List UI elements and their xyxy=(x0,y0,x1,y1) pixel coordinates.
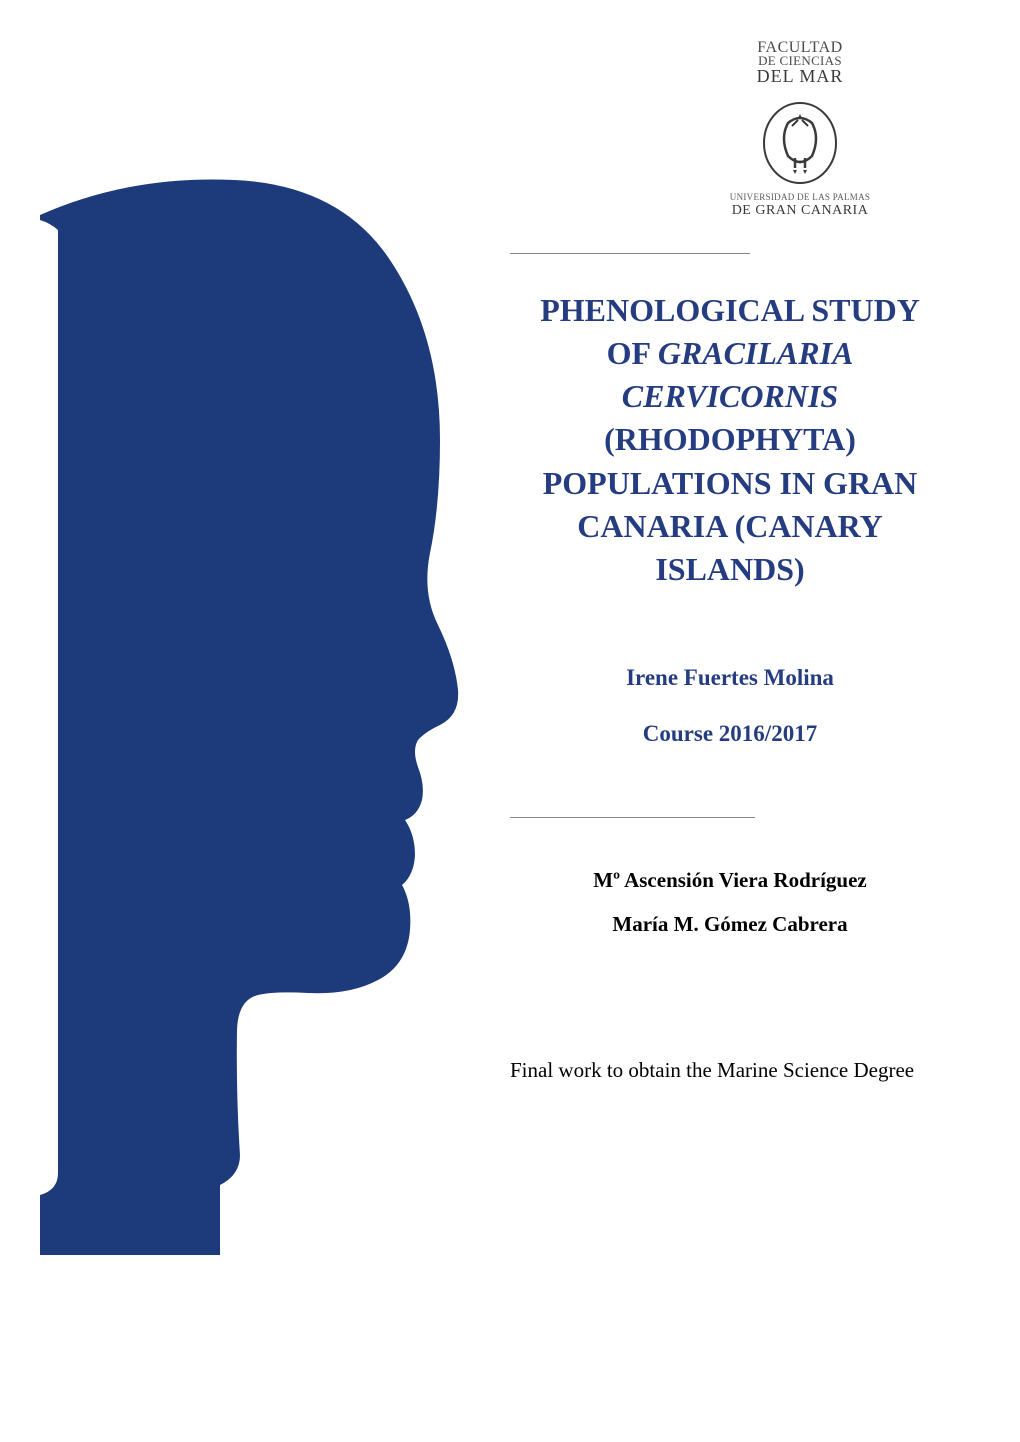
document-title: PHENOLOGICAL STUDY OF GRACILARIA CERVICO… xyxy=(510,289,950,591)
left-column xyxy=(0,0,490,1442)
university-emblem-icon xyxy=(760,98,840,188)
institution-logo-block: FACULTAD DE CIENCIAS DEL MAR UNIVERSIDAD… xyxy=(650,40,950,218)
title-line-2b: GRACILARIA xyxy=(658,335,854,371)
title-line-2: OF GRACILARIA xyxy=(510,332,950,375)
university-name: UNIVERSIDAD DE LAS PALMAS DE GRAN CANARI… xyxy=(730,193,870,218)
title-line-7: ISLANDS) xyxy=(510,548,950,591)
author-name: Irene Fuertes Molina xyxy=(510,661,950,696)
title-line-1: PHENOLOGICAL STUDY xyxy=(510,289,950,332)
title-line-5: POPULATIONS IN GRAN xyxy=(510,462,950,505)
supervisor-1: Mº Ascensión Viera Rodríguez xyxy=(510,858,950,902)
supervisors: Mº Ascensión Viera Rodríguez María M. Gó… xyxy=(510,858,950,946)
title-line-6: CANARIA (CANARY xyxy=(510,505,950,548)
supervisor-2: María M. Gómez Cabrera xyxy=(510,902,950,946)
course-year: Course 2016/2017 xyxy=(510,721,950,747)
footer-description: Final work to obtain the Marine Science … xyxy=(510,1056,950,1084)
divider-top xyxy=(510,253,750,254)
face-silhouette-graphic xyxy=(40,175,460,1255)
title-line-3: CERVICORNIS xyxy=(510,375,950,418)
university-line2: DE GRAN CANARIA xyxy=(730,203,870,218)
title-line-4: (RHODOPHYTA) xyxy=(510,418,950,461)
faculty-line3: DEL MAR xyxy=(757,68,844,85)
university-line1: UNIVERSIDAD DE LAS PALMAS xyxy=(730,193,870,203)
faculty-name: FACULTAD DE CIENCIAS DEL MAR xyxy=(757,40,844,85)
right-column: FACULTAD DE CIENCIAS DEL MAR UNIVERSIDAD… xyxy=(490,0,1020,1442)
divider-middle xyxy=(510,817,755,818)
page-root: FACULTAD DE CIENCIAS DEL MAR UNIVERSIDAD… xyxy=(0,0,1020,1442)
title-line-2a: OF xyxy=(607,335,658,371)
